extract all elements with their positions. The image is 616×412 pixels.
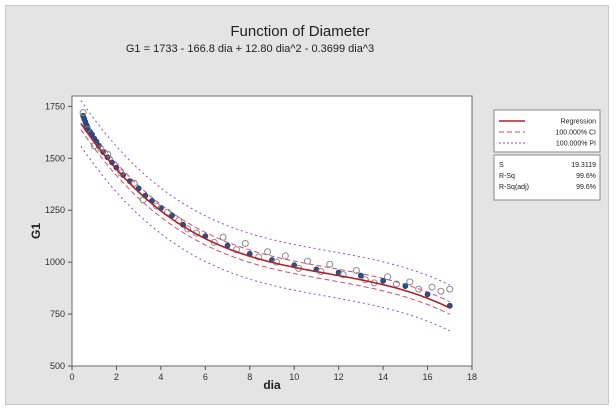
stat-value: 99.6% [576, 173, 596, 180]
stat-name: R-Sq [499, 173, 515, 180]
x-tick-label: 12 [334, 372, 344, 382]
data-point-open [97, 145, 105, 153]
data-point-open [152, 202, 160, 210]
x-tick-label: 10 [289, 372, 299, 382]
data-point-filled [424, 291, 431, 298]
y-tick-label: 1750 [45, 101, 65, 111]
data-point-open [219, 233, 227, 241]
pi-lower-line [80, 145, 451, 332]
chart-title: Function of Diameter [230, 23, 369, 40]
data-point-open [281, 252, 289, 260]
data-point-filled [357, 272, 364, 279]
x-tick-label: 18 [467, 372, 477, 382]
legend-item-label: 100.000% PI [556, 141, 596, 148]
x-tick-label: 4 [158, 372, 163, 382]
y-tick-label: 1250 [45, 205, 65, 215]
x-tick-label: 16 [423, 372, 433, 382]
x-tick-label: 14 [378, 372, 388, 382]
chart-subtitle: G1 = 1733 - 166.8 dia + 12.80 dia^2 - 0.… [126, 43, 374, 55]
data-point-open [241, 239, 249, 247]
stat-value: 19.3119 [571, 162, 596, 169]
data-point-open [232, 246, 240, 254]
data-point-open [437, 287, 445, 295]
data-point-open [406, 278, 414, 286]
data-point-open [264, 248, 272, 256]
data-point-open [255, 253, 263, 261]
pi-upper-line [80, 100, 451, 286]
stats-box [493, 154, 601, 201]
data-point-open [79, 109, 87, 117]
data-point-open [352, 266, 360, 274]
legend-item-label: Regression [561, 119, 597, 126]
x-tick-label: 0 [69, 372, 74, 382]
data-point-open [384, 273, 392, 281]
legend: Regression 100.000% CI 100.000% PI S 19.311… [493, 109, 601, 201]
y-axis-label: G1 [29, 223, 43, 239]
data-point-open [326, 260, 334, 268]
data-point-filled [380, 277, 387, 284]
data-point-open [117, 169, 125, 177]
stat-value: 99.6% [576, 184, 596, 191]
data-point-open [130, 179, 138, 187]
data-point-open [415, 285, 423, 293]
x-tick-label: 2 [114, 372, 119, 382]
data-point-open [304, 257, 312, 265]
y-tick-label: 1000 [45, 257, 65, 267]
data-point-open [339, 271, 347, 279]
ci-lower-line [80, 129, 451, 315]
regression-line [80, 122, 451, 309]
x-axis-label: dia [263, 378, 281, 392]
data-point-open [392, 280, 400, 288]
data-point-open [428, 283, 436, 291]
y-tick-label: 500 [50, 361, 65, 371]
plot-area [71, 95, 473, 367]
x-tick-label: 6 [203, 372, 208, 382]
legend-item-label: 100.000% CI [556, 130, 597, 137]
data-point-filled [402, 283, 409, 289]
data-point-open [446, 285, 454, 293]
y-tick-label: 750 [50, 309, 65, 319]
data-point-open [184, 225, 192, 233]
data-point-open [210, 238, 218, 246]
stat-name: R-Sq(adj) [499, 184, 529, 191]
x-tick-label: 8 [247, 372, 252, 382]
y-tick-label: 1500 [45, 153, 65, 163]
stat-name: S [499, 162, 504, 169]
legend-box [493, 109, 601, 153]
